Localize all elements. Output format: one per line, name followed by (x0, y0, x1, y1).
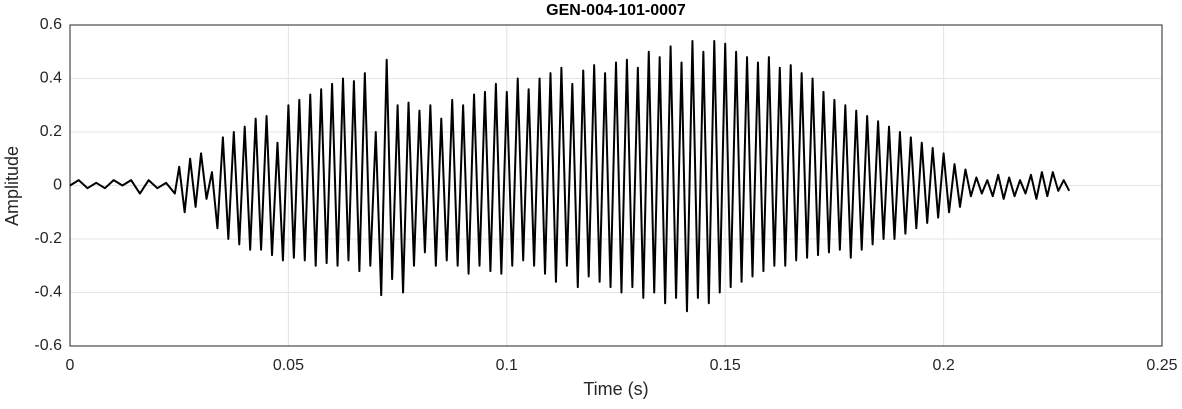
y-tick-label: -0.4 (34, 284, 62, 301)
y-tick-label: -0.2 (34, 230, 62, 247)
y-tick-label: 0.6 (40, 16, 62, 33)
y-tick-label: 0.2 (40, 123, 62, 140)
y-tick-label: 0.4 (40, 70, 62, 87)
y-axis-label: Amplitude (2, 146, 22, 226)
x-tick-label: 0.25 (1146, 357, 1177, 374)
chart-title: GEN-004-101-0007 (546, 2, 686, 19)
x-tick-label: 0.1 (496, 357, 518, 374)
y-tick-label: -0.6 (34, 337, 62, 354)
x-tick-label: 0.05 (273, 357, 304, 374)
x-axis-label: Time (s) (583, 379, 648, 399)
x-tick-label: 0.2 (932, 357, 954, 374)
x-tick-label: 0 (66, 357, 75, 374)
y-tick-label: 0 (53, 177, 62, 194)
waveform-line (69, 40, 1071, 313)
x-tick-label: 0.15 (710, 357, 741, 374)
